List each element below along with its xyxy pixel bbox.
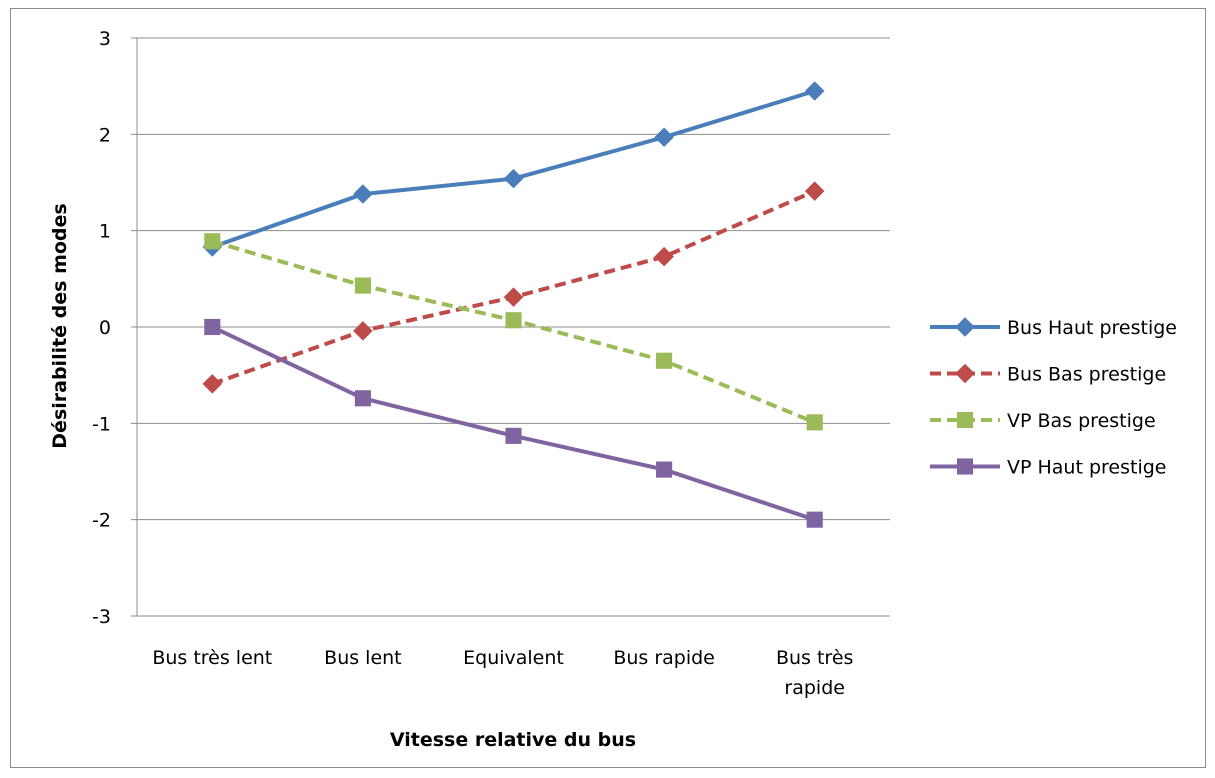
data-point	[656, 461, 673, 478]
legend-item: Bus Haut prestige	[930, 317, 1177, 339]
data-point	[353, 184, 373, 204]
series-vp-bas-prestige	[204, 233, 823, 431]
data-point	[654, 246, 674, 267]
legend: Bus Haut prestige Bus Bas prestige VP Bas …	[930, 317, 1177, 479]
y-tick-label: -1	[92, 413, 111, 435]
data-point	[804, 181, 825, 201]
y-axis-title: Désirabilité des modes	[49, 203, 71, 448]
y-tick-label: 3	[99, 28, 111, 50]
data-point	[204, 318, 221, 336]
data-point	[656, 352, 673, 369]
data-point	[806, 414, 823, 431]
x-tick-labels: Bus très lent Bus lent Equivalent Bus rapid…	[152, 647, 853, 699]
legend-marker	[955, 363, 975, 384]
data-point	[503, 168, 524, 189]
series-line	[211, 239, 816, 425]
x-tick-label: Bus lent	[324, 647, 401, 669]
legend-item: Bus Bas prestige	[930, 364, 1166, 386]
y-tick-label: 1	[99, 221, 111, 243]
data-point	[804, 81, 825, 101]
data-point	[354, 390, 371, 407]
series-vp-haut-prestige	[204, 318, 823, 528]
x-tick-label: Bus rapide	[613, 647, 715, 669]
x-tick-label: Equivalent	[463, 647, 564, 669]
series-layer	[202, 81, 825, 528]
series-bus-bas-prestige	[202, 181, 825, 394]
legend-label: VP Haut prestige	[1007, 457, 1166, 479]
legend-item: VP Haut prestige	[930, 457, 1166, 479]
legend-marker	[956, 458, 974, 475]
legend-label: Bus Haut prestige	[1007, 317, 1177, 339]
data-point	[204, 233, 221, 250]
legend-label: Bus Bas prestige	[1007, 364, 1166, 386]
y-tick-label: 2	[99, 124, 111, 146]
data-point	[806, 511, 823, 528]
legend-marker	[956, 411, 974, 429]
y-tick-label: -2	[92, 510, 111, 532]
legend-label: VP Bas prestige	[1007, 410, 1156, 432]
data-point	[505, 312, 522, 329]
data-point	[505, 427, 522, 444]
y-tick-label: -3	[92, 606, 111, 628]
x-axis-title: Vitesse relative du bus	[390, 729, 636, 751]
y-tick-labels: 3 2 1 0 -1 -2 -3	[92, 28, 111, 628]
gridlines	[131, 37, 890, 617]
data-point	[354, 277, 371, 294]
x-tick-label: Bus très lent	[152, 647, 272, 669]
data-point	[202, 374, 223, 394]
legend-item: VP Bas prestige	[930, 410, 1156, 432]
data-point	[503, 287, 524, 307]
legend-marker	[955, 317, 975, 337]
x-tick-label: Bus très rapide	[776, 647, 853, 699]
data-point	[654, 127, 674, 147]
y-tick-label: 0	[99, 317, 111, 339]
data-point	[353, 321, 373, 341]
